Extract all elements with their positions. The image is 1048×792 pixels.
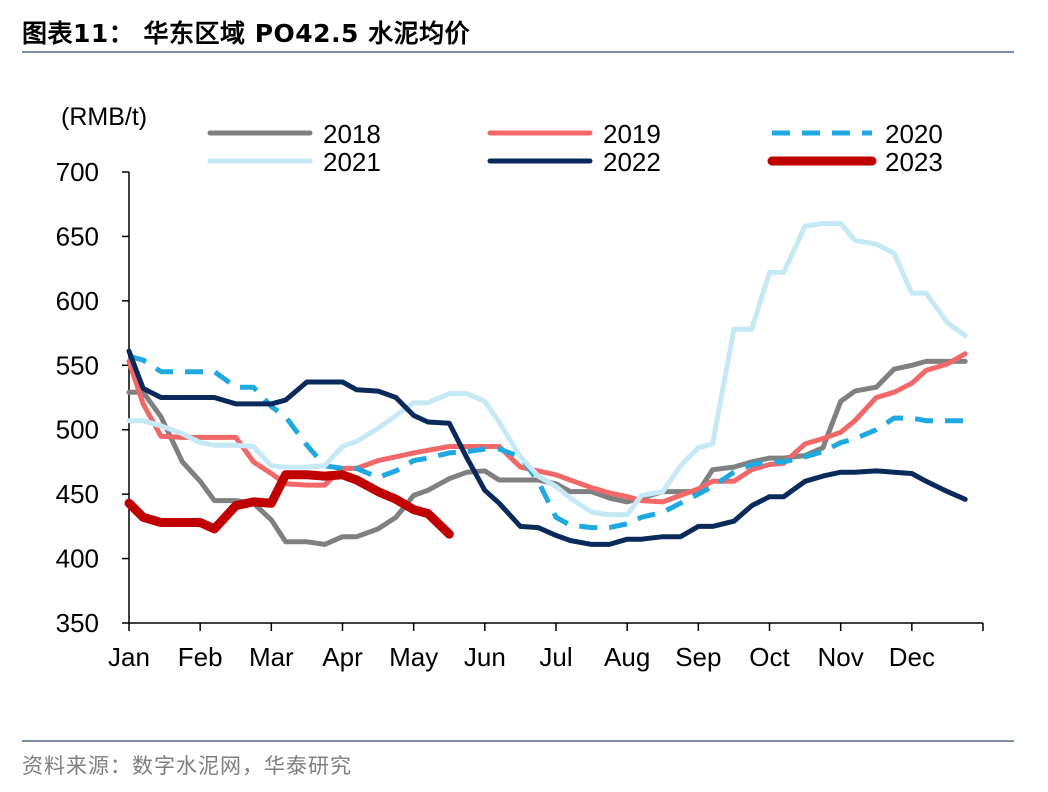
legend-label-2021: 2021 <box>323 147 381 177</box>
legend: 2018 2019 2020 2021 2022 2023 <box>207 119 943 177</box>
series-line-2023 <box>124 470 454 539</box>
series-line-2022 <box>126 348 968 547</box>
legend-label-2018: 2018 <box>323 119 381 149</box>
legend-label-2019: 2019 <box>603 119 661 149</box>
x-tick-label: Jan <box>108 642 150 672</box>
x-tick-label: Nov <box>818 642 864 672</box>
y-tick-label: 700 <box>56 157 99 187</box>
legend-label-2023: 2023 <box>885 147 943 177</box>
x-tick-label: Jul <box>539 642 572 672</box>
x-tick-label: Aug <box>604 642 650 672</box>
x-tick-label: Jun <box>464 642 506 672</box>
y-tick-label: 350 <box>56 608 99 638</box>
figure-title: 图表11： 华东区域 PO42.5 水泥均价 <box>22 19 471 48</box>
x-tick-label: May <box>389 642 438 672</box>
source-note: 资料来源：数字水泥网，华泰研究 <box>22 754 352 778</box>
y-axis-unit-label: (RMB/t) <box>61 103 147 131</box>
x-tick-label: Sep <box>675 642 721 672</box>
y-tick-label: 550 <box>56 350 99 380</box>
series-line-2019 <box>126 351 968 505</box>
top-rule <box>22 51 1014 53</box>
x-tick-label: Mar <box>249 642 294 672</box>
x-tick-label: Dec <box>889 642 935 672</box>
series-layer <box>124 221 968 547</box>
series-line-2021 <box>126 221 968 518</box>
y-tick-label: 450 <box>56 479 99 509</box>
y-tick-label: 500 <box>56 415 99 445</box>
x-tick-label: Oct <box>749 642 790 672</box>
bottom-rule <box>22 740 1014 742</box>
legend-label-2022: 2022 <box>603 147 661 177</box>
y-tick-label: 600 <box>56 286 99 316</box>
axes: 350 400 450 500 550 600 650 700 Jan Feb Mar Apr May J… <box>56 157 984 672</box>
y-tick-label: 650 <box>56 221 99 251</box>
legend-label-2020: 2020 <box>885 119 943 149</box>
x-tick-label: Feb <box>178 642 223 672</box>
y-tick-label: 400 <box>56 544 99 574</box>
x-tick-label: Apr <box>322 642 363 672</box>
